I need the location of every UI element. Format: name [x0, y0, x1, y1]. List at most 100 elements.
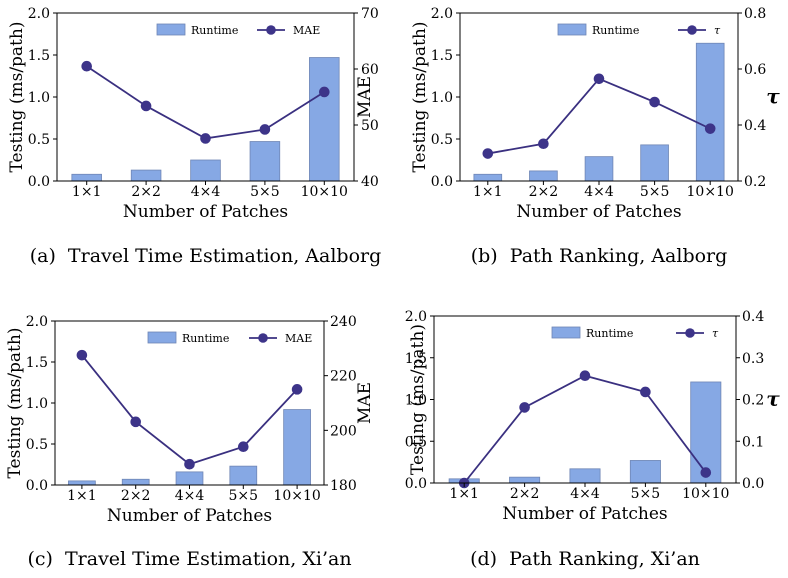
- metric-point-5×5: [259, 124, 271, 135]
- y-axis-label-left: Testing (ms/path): [5, 328, 25, 479]
- x-tick-label: 2×2: [121, 488, 151, 504]
- metric-line: [86, 65, 325, 140]
- left-tick-label: 1.5: [431, 48, 453, 64]
- metric-point-4×4: [184, 458, 195, 470]
- metric-point-5×5: [640, 386, 651, 398]
- left-tick-label: 1.0: [405, 393, 427, 409]
- legend-runtime-label: Runtime: [191, 24, 238, 37]
- left-tick-label: 1.0: [431, 90, 453, 106]
- x-tick-label: 10×10: [273, 488, 320, 504]
- runtime-bar-1×1: [71, 173, 102, 182]
- x-tick-label: 2×2: [131, 184, 161, 200]
- metric-point-1×1: [76, 349, 88, 361]
- panel-caption: (a) Travel Time Estimation, Aalborg: [30, 245, 382, 267]
- runtime-bar-5×5: [229, 465, 258, 486]
- runtime-bar-10×10: [695, 42, 725, 182]
- x-tick-label: 10×10: [301, 184, 348, 200]
- panel-caption: (c) Travel Time Estimation, Xi’an: [27, 548, 351, 570]
- left-tick-label: 0.0: [28, 174, 50, 190]
- runtime-bar-1×1: [473, 173, 503, 182]
- legend-metric-marker: [258, 333, 268, 343]
- right-tick-label: 220: [330, 369, 357, 385]
- x-tick-label: 2×2: [529, 184, 559, 200]
- x-tick-label: 5×5: [640, 184, 670, 200]
- x-axis-label: Number of Patches: [502, 504, 667, 524]
- left-tick-label: 0.5: [28, 132, 50, 148]
- x-tick-label: 2×2: [510, 486, 540, 502]
- legend-metric-label: τ: [714, 24, 721, 37]
- left-tick-label: 0.5: [26, 437, 48, 453]
- left-tick-label: 1.5: [28, 48, 50, 64]
- metric-point-1×1: [81, 60, 92, 72]
- metric-point-4×4: [593, 73, 605, 85]
- left-tick-label: 0.0: [26, 478, 48, 494]
- metric-line: [487, 77, 711, 155]
- metric-point-10×10: [704, 123, 716, 134]
- runtime-bar-5×5: [249, 141, 281, 182]
- y-axis-label-left: Testing (ms/path): [7, 22, 27, 173]
- metric-point-5×5: [649, 96, 660, 108]
- runtime-bar-5×5: [640, 144, 669, 182]
- metric-line: [463, 374, 707, 484]
- x-tick-label: 5×5: [229, 488, 259, 504]
- runtime-bar-2×2: [121, 478, 150, 486]
- runtime-bar-10×10: [690, 381, 722, 484]
- x-tick-label: 5×5: [250, 184, 280, 200]
- legend-metric-label: MAE: [293, 24, 320, 37]
- runtime-bar-2×2: [130, 169, 162, 182]
- metric-point-10×10: [700, 467, 712, 478]
- right-tick-label: 0.2: [742, 393, 764, 409]
- chart-panel-2: 0.0 0.5 1.0 1.5 2.0 0.2 0.4 0.6 0.8 1×1 2×2 4×4 5×5 1…: [410, 6, 780, 267]
- y-axis-label-right: MAE: [355, 76, 375, 118]
- left-tick-label: 2.0: [28, 6, 50, 22]
- left-tick-label: 0.0: [405, 476, 427, 492]
- right-tick-label: 0.8: [744, 6, 766, 22]
- x-tick-label: 4×4: [570, 486, 600, 502]
- chart-panel-3: 0.0 0.5 1.0 1.5 2.0 180 200 220 240 1×1 2×2 4×4 5×5 1…: [5, 314, 375, 570]
- x-axis-label: Number of Patches: [107, 506, 272, 526]
- left-tick-label: 0.5: [431, 132, 453, 148]
- left-tick-label: 1.0: [28, 90, 50, 106]
- right-tick-label: 240: [330, 314, 357, 330]
- runtime-bar-1×1: [68, 480, 96, 486]
- x-tick-label: 4×4: [584, 184, 614, 200]
- right-tick-label: 0.1: [742, 434, 764, 450]
- legend-metric-label: τ: [712, 327, 719, 340]
- y-axis-label-right: τ: [766, 84, 780, 108]
- runtime-bar-2×2: [509, 476, 541, 484]
- right-tick-label: 0.0: [742, 476, 764, 492]
- y-axis-label-left: Testing (ms/path): [408, 324, 428, 475]
- right-tick-label: 200: [330, 423, 357, 439]
- right-tick-label: 50: [361, 118, 379, 134]
- legend-runtime-swatch: [551, 326, 581, 339]
- legend-metric-marker: [685, 328, 695, 338]
- x-tick-label: 1×1: [449, 486, 479, 502]
- right-tick-label: 60: [361, 62, 379, 78]
- metric-point-4×4: [200, 133, 211, 144]
- x-axis-label: Number of Patches: [516, 202, 681, 222]
- left-tick-label: 2.0: [26, 314, 48, 330]
- x-tick-label: 1×1: [67, 488, 97, 504]
- left-tick-label: 1.5: [405, 351, 427, 367]
- left-tick-label: 1.0: [26, 396, 48, 412]
- legend-metric-label: MAE: [285, 332, 312, 345]
- legend-runtime-swatch: [156, 23, 186, 36]
- panel-caption: (b) Path Ranking, Aalborg: [471, 245, 728, 267]
- runtime-bar-4×4: [190, 159, 221, 182]
- right-tick-label: 0.4: [742, 309, 764, 325]
- right-tick-label: 180: [330, 478, 357, 494]
- metric-point-2×2: [519, 402, 530, 413]
- x-axis-label: Number of Patches: [123, 202, 288, 222]
- metric-point-10×10: [291, 384, 303, 395]
- metric-point-2×2: [140, 100, 152, 112]
- runtime-bar-5×5: [629, 460, 661, 484]
- chart-panel-4: 0.0 0.5 1.0 1.5 2.0 0.0 0.1 0.2 0.3 0.4 1×1 2×2 4×4 5…: [405, 309, 781, 570]
- runtime-bar-4×4: [584, 156, 614, 182]
- metric-line: [81, 354, 298, 466]
- x-tick-label: 1×1: [72, 184, 102, 200]
- legend-runtime-swatch: [557, 23, 587, 36]
- x-tick-label: 5×5: [631, 486, 661, 502]
- metric-point-2×2: [538, 138, 549, 150]
- runtime-bar-10×10: [309, 57, 340, 182]
- legend-metric-marker: [687, 25, 697, 35]
